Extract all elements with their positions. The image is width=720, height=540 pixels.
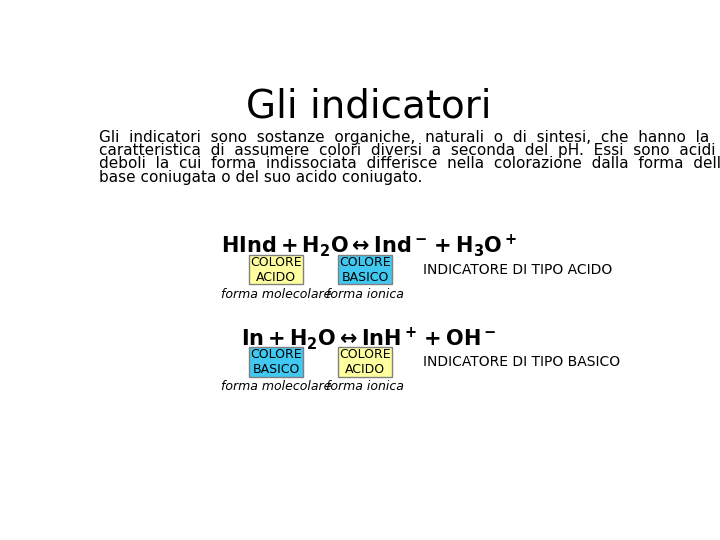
Text: forma molecolare: forma molecolare [221, 288, 331, 301]
Text: COLORE
BASICO: COLORE BASICO [250, 348, 302, 376]
Text: Gli  indicatori  sono  sostanze  organiche,  naturali  o  di  sintesi,  che  han: Gli indicatori sono sostanze organiche, … [99, 130, 709, 145]
Text: base coniugata o del suo acido coniugato.: base coniugata o del suo acido coniugato… [99, 170, 423, 185]
FancyBboxPatch shape [249, 255, 303, 284]
Text: forma molecolare: forma molecolare [221, 381, 331, 394]
Text: COLORE
BASICO: COLORE BASICO [339, 255, 391, 284]
Text: forma ionica: forma ionica [326, 381, 404, 394]
FancyBboxPatch shape [338, 255, 392, 284]
Text: $\mathbf{In + H_2O \leftrightarrow InH^+ + OH^-}$: $\mathbf{In + H_2O \leftrightarrow InH^+… [241, 325, 497, 352]
Text: Gli indicatori: Gli indicatori [246, 88, 492, 126]
FancyBboxPatch shape [249, 347, 303, 377]
Text: COLORE
ACIDO: COLORE ACIDO [339, 348, 391, 376]
Text: INDICATORE DI TIPO BASICO: INDICATORE DI TIPO BASICO [423, 355, 621, 369]
Text: INDICATORE DI TIPO ACIDO: INDICATORE DI TIPO ACIDO [423, 262, 613, 276]
Text: COLORE
ACIDO: COLORE ACIDO [250, 255, 302, 284]
Text: deboli  la  cui  forma  indissociata  differisce  nella  colorazione  dalla  for: deboli la cui forma indissociata differi… [99, 157, 720, 171]
Text: caratteristica  di  assumere  colori  diversi  a  seconda  del  pH.  Essi  sono : caratteristica di assumere colori divers… [99, 143, 720, 158]
Text: forma ionica: forma ionica [326, 288, 404, 301]
FancyBboxPatch shape [338, 347, 392, 377]
Text: $\mathbf{HInd + H_2O \leftrightarrow Ind^- + H_3O^+}$: $\mathbf{HInd + H_2O \leftrightarrow Ind… [221, 232, 517, 259]
